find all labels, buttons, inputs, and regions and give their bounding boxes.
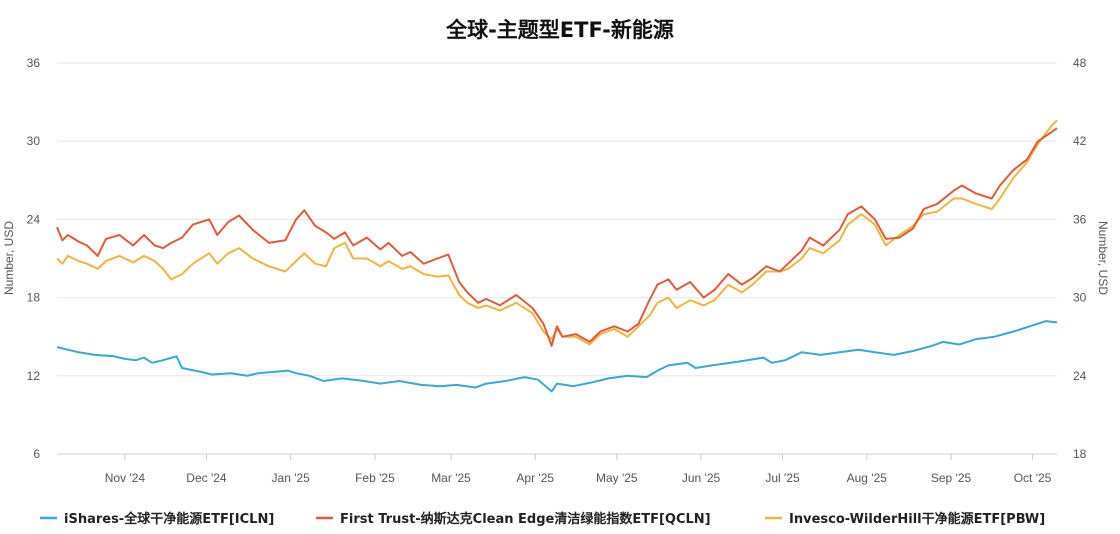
- series-line-0: [56, 320, 1058, 393]
- x-tick-label: Jan '25: [272, 471, 311, 485]
- legend-label-2: Invesco-WilderHill干净能源ETF[PBW]: [789, 511, 1045, 527]
- x-tick-label: May '25: [596, 471, 638, 485]
- y-left-tick-label: 24: [27, 212, 41, 226]
- y-right-tick-label: 30: [1073, 291, 1087, 305]
- series-line-1: [56, 127, 1058, 347]
- y-right-tick-label: 18: [1073, 447, 1087, 461]
- x-tick-label: Jul '25: [765, 471, 800, 485]
- y-right-tick-label: 36: [1073, 212, 1087, 226]
- series-line-2: [56, 119, 1058, 346]
- x-tick-label: Mar '25: [431, 471, 471, 485]
- x-axis: Nov '24 Dec '24 Jan '25 Feb '25 Mar '25 Apr '…: [105, 454, 1052, 485]
- y-axis-left: 6 12 18 24 30 36: [27, 56, 41, 461]
- legend: iShares-全球干净能源ETF[ICLN] First Trust-纳斯达克C…: [40, 511, 1045, 527]
- chart-title: 全球-主题型ETF-新能源: [445, 18, 674, 42]
- y-axis-right: 18 24 30 36 42 48: [1073, 56, 1087, 461]
- y-left-tick-label: 18: [27, 291, 41, 305]
- y-left-tick-label: 6: [33, 447, 40, 461]
- y-left-tick-label: 36: [27, 56, 41, 70]
- y-right-tick-label: 42: [1073, 134, 1087, 148]
- x-tick-label: Oct '25: [1014, 471, 1052, 485]
- y-axis-right-title: Number, USD: [1096, 221, 1110, 295]
- x-tick-label: Apr '25: [516, 471, 554, 485]
- legend-label-1: First Trust-纳斯达克Clean Edge清洁绿能指数ETF[QCLN…: [340, 511, 711, 527]
- x-tick-label: Jun '25: [682, 471, 721, 485]
- y-right-tick-label: 24: [1073, 369, 1087, 383]
- plot-area: [56, 119, 1058, 393]
- x-tick-label: Nov '24: [105, 471, 146, 485]
- gridlines: [57, 62, 1057, 455]
- x-tick-label: Dec '24: [186, 471, 227, 485]
- y-axis-left-title: Number, USD: [2, 221, 16, 295]
- y-left-tick-label: 30: [27, 134, 41, 148]
- x-tick-label: Feb '25: [355, 471, 395, 485]
- x-tick-label: Aug '25: [847, 471, 888, 485]
- x-tick-label: Sep '25: [931, 471, 972, 485]
- legend-label-0: iShares-全球干净能源ETF[ICLN]: [64, 511, 274, 527]
- y-right-tick-label: 48: [1073, 56, 1087, 70]
- y-left-tick-label: 12: [27, 369, 41, 383]
